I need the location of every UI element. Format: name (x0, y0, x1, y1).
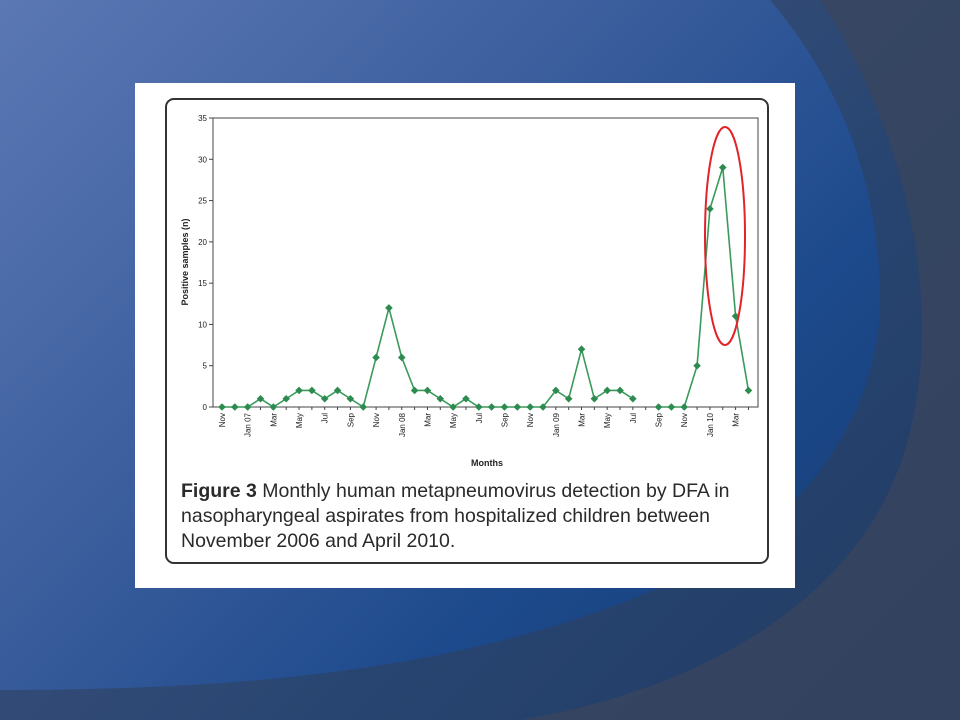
data-point (564, 394, 573, 403)
data-point (449, 403, 457, 411)
data-point (269, 403, 278, 411)
x-tick-label: Sep (655, 412, 664, 427)
data-point (680, 403, 689, 411)
x-tick-label: Mar (732, 413, 741, 427)
y-tick-label: 35 (198, 114, 207, 123)
series-line (222, 167, 750, 409)
y-tick-label: 10 (198, 320, 207, 329)
highlight-ellipse (704, 126, 746, 346)
x-tick-label: Mar (578, 413, 587, 427)
data-point (231, 403, 239, 411)
x-tick-label: May (603, 413, 612, 428)
caption-period: . (449, 530, 456, 552)
data-point (718, 163, 727, 172)
y-axis-ticks: 0 5 10 15 20 25 30 35 (198, 114, 213, 412)
figure-caption: Figure 3 Monthly human metapneumovirus d… (181, 479, 761, 554)
data-point (475, 403, 483, 411)
x-tick-label: Nov (218, 413, 227, 427)
data-point (423, 386, 432, 395)
series-segment (658, 167, 750, 408)
x-tick-label: Jan 07 (244, 412, 253, 437)
y-tick-label: 20 (198, 238, 207, 247)
data-point (616, 386, 624, 395)
x-axis-ticks: Nov Jan 07 Mar May Jul Sep Nov Jan 08 Mar May Jul S… (218, 407, 749, 437)
data-point (539, 403, 547, 411)
data-point (295, 386, 303, 395)
x-tick-label: Sep (500, 412, 509, 427)
y-tick-label: 0 (203, 403, 208, 412)
data-point (346, 394, 355, 403)
data-point (308, 386, 316, 395)
x-tick-label: Jul (629, 413, 638, 423)
x-tick-label: Nov (372, 413, 381, 427)
data-point (487, 403, 496, 411)
x-axis-label: Months (471, 458, 503, 468)
data-point (577, 345, 586, 353)
data-point (629, 394, 637, 403)
data-point (385, 304, 393, 312)
x-tick-label: Mar (269, 413, 278, 427)
data-point (372, 353, 380, 362)
x-tick-label: Mar (423, 413, 432, 427)
data-point (397, 353, 406, 362)
data-points (218, 163, 753, 411)
data-point (744, 386, 753, 395)
data-point (243, 403, 252, 411)
figure-image (135, 83, 795, 588)
figure-frame (165, 98, 769, 564)
x-tick-label: Nov (526, 413, 535, 427)
plot-area (212, 117, 759, 408)
data-point (731, 312, 740, 320)
data-point (410, 386, 419, 395)
data-point (603, 386, 611, 395)
y-tick-label: 25 (198, 197, 207, 206)
data-point (500, 403, 509, 411)
data-point (654, 403, 663, 411)
data-point (526, 403, 534, 411)
x-tick-label: Nov (680, 413, 689, 427)
x-tick-label: Sep (346, 412, 355, 427)
y-tick-label: 5 (203, 362, 208, 371)
figure-label: Figure 3 (181, 480, 257, 502)
data-point (333, 386, 342, 395)
data-point (359, 403, 368, 411)
data-point (256, 394, 265, 403)
data-point (590, 394, 599, 403)
data-point (706, 205, 714, 213)
data-point (513, 403, 522, 411)
x-tick-label: May (449, 413, 458, 428)
y-axis-label: Positive samples (n) (180, 218, 190, 305)
caption-text: Monthly human metapneumovirus detection … (181, 480, 730, 552)
y-tick-label: 15 (198, 279, 207, 288)
y-tick-label: 30 (198, 155, 207, 164)
data-point (667, 403, 676, 411)
x-tick-label: May (295, 413, 304, 428)
x-tick-label: Jul (475, 413, 484, 423)
data-point (693, 361, 701, 370)
data-point (218, 403, 226, 411)
data-point (552, 386, 560, 395)
data-point (320, 394, 329, 403)
chart-axes (212, 117, 759, 408)
data-point (462, 394, 470, 403)
x-tick-label: Jul (321, 413, 330, 423)
x-tick-label: Jan 08 (398, 412, 407, 437)
data-point (436, 394, 445, 403)
data-point (282, 394, 290, 403)
x-tick-label: Jan 10 (706, 412, 715, 437)
x-tick-label: Jan 09 (552, 412, 561, 437)
